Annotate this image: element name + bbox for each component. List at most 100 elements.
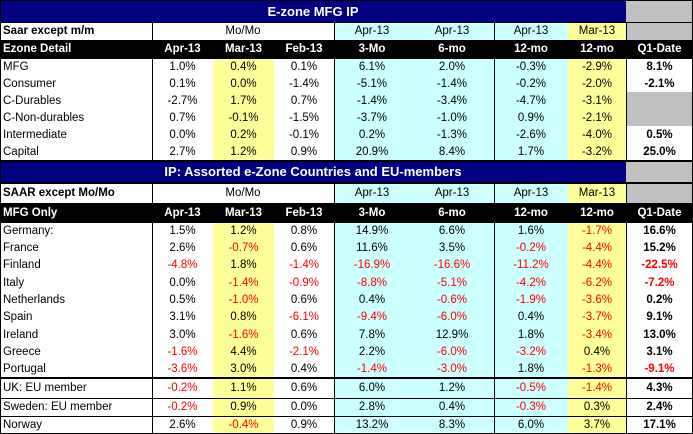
grid-line	[0, 58, 693, 59]
data-cell: 3.7%	[568, 416, 626, 434]
grid-line	[0, 203, 693, 204]
data-cell: 0.6%	[274, 377, 334, 398]
data-cell: -2.1%	[626, 75, 693, 92]
data-cell: 0.6%	[274, 326, 334, 343]
row-label: Italy	[0, 274, 152, 291]
grid-line	[0, 22, 693, 23]
data-cell: 1.7%	[494, 143, 568, 160]
column-header: 6-mo	[410, 40, 494, 58]
table-row: Finland -4.8% 1.8% -1.4% -16.9% -16.6% -11.2% -…	[0, 256, 693, 274]
data-cell: 2.0%	[410, 58, 494, 75]
data-cell: -6.2%	[568, 274, 626, 291]
data-cell: -4.8%	[152, 256, 213, 274]
data-cell: 0.5%	[626, 126, 693, 143]
grid-line	[0, 416, 693, 417]
data-cell: -5.1%	[410, 274, 494, 291]
data-cell: -0.7%	[213, 239, 274, 256]
data-cell: 0.4%	[274, 360, 334, 377]
data-cell: 4.4%	[213, 343, 274, 360]
data-cell: 1.0%	[152, 58, 213, 75]
data-cell: -3.2%	[494, 343, 568, 360]
data-cell: 4.3%	[626, 377, 693, 398]
data-cell: 6.0%	[334, 377, 410, 398]
table-row: Portugal -3.6% 3.0% 0.4% -1.4% -3.0% 1.8% -1.3%…	[0, 360, 693, 377]
data-cell: 0.1%	[274, 58, 334, 75]
data-cell: -3.6%	[152, 360, 213, 377]
data-cell: 6.0%	[494, 416, 568, 434]
data-cell: -0.4%	[213, 416, 274, 434]
data-cell: 2.4%	[626, 398, 693, 416]
data-cell: -4.2%	[494, 274, 568, 291]
data-cell: -7.2%	[626, 274, 693, 291]
data-cell: -0.2%	[494, 75, 568, 92]
data-cell: 0.2%	[213, 126, 274, 143]
data-cell: 0.6%	[274, 291, 334, 308]
grid-line	[334, 22, 335, 160]
header-corner-cell	[626, 22, 693, 40]
grid-line	[0, 160, 693, 162]
data-cell: 2.6%	[152, 239, 213, 256]
section-title: IP: Assorted e-Zone Countries and EU-mem…	[0, 160, 626, 182]
data-cell: 17.1%	[626, 416, 693, 434]
table-row: C-Non-durables 0.7% -0.1% -1.5% -3.7% -1.0% 0.…	[0, 109, 693, 126]
data-cell: 2.2%	[334, 343, 410, 360]
row-label: Spain	[0, 308, 152, 326]
table-row: Spain 3.1% 0.8% -6.1% -9.4% -6.0% 0.4% -3.7% 9.1…	[0, 308, 693, 326]
data-cell: -4.4%	[568, 256, 626, 274]
data-cell: 0.9%	[274, 416, 334, 434]
row-label: Netherlands	[0, 291, 152, 308]
data-cell: -1.7%	[568, 222, 626, 239]
row-label: Capital	[0, 143, 152, 160]
row-label: Sweden: EU member	[0, 398, 152, 416]
table-row: Greece -1.6% 4.4% -2.1% 2.2% -6.0% -3.2% 0.4% 3.…	[0, 343, 693, 360]
data-cell: -0.9%	[274, 274, 334, 291]
data-cell: 0.4%	[334, 291, 410, 308]
data-cell: -2.1%	[274, 343, 334, 360]
data-cell: -3.2%	[568, 143, 626, 160]
column-header: Feb-13	[274, 203, 334, 222]
row-label: Consumer	[0, 75, 152, 92]
column-header: Mar-13	[213, 203, 274, 222]
data-cell: -8.8%	[334, 274, 410, 291]
data-cell: 20.9%	[334, 143, 410, 160]
data-cell: 0.3%	[568, 398, 626, 416]
data-cell: -0.2%	[494, 239, 568, 256]
header-label: Saar except m/m	[0, 22, 152, 40]
header-corner-cell	[626, 182, 693, 203]
row-label: C-Non-durables	[0, 109, 152, 126]
data-cell: 0.9%	[274, 143, 334, 160]
data-cell: -3.1%	[568, 92, 626, 109]
data-cell: 3.0%	[152, 326, 213, 343]
data-cell: -1.4%	[274, 256, 334, 274]
column-header: Mar-13	[213, 40, 274, 58]
data-cell: 6.6%	[410, 222, 494, 239]
data-cell	[626, 109, 693, 126]
table-row: Capital 2.7% 1.2% 0.9% 20.9% 8.4% 1.7% -3.2% 25.…	[0, 143, 693, 160]
table-row: Germany: 1.5% 1.2% 0.8% 14.9% 6.6% 1.6% -1.7% 16…	[0, 222, 693, 239]
section2-title-row: IP: Assorted e-Zone Countries and EU-mem…	[0, 160, 693, 182]
column-header-label: MFG Only	[0, 203, 152, 222]
data-cell: 0.0%	[213, 75, 274, 92]
column-header: 12-mo	[494, 203, 568, 222]
data-cell: 0.9%	[494, 109, 568, 126]
header-date: Apr-13	[494, 22, 568, 40]
row-label: Ireland	[0, 326, 152, 343]
data-cell: -0.5%	[494, 377, 568, 398]
data-cell: 8.1%	[626, 58, 693, 75]
table-row: France 2.6% -0.7% 0.6% 11.6% 3.5% -0.2% -4.4% 15…	[0, 239, 693, 256]
data-cell: -1.4%	[213, 274, 274, 291]
data-cell: -1.4%	[568, 377, 626, 398]
data-cell: -4.4%	[568, 239, 626, 256]
section1-header-row: Saar except m/m Mo/Mo Apr-13 Apr-13 Apr-13 Ma…	[0, 22, 693, 40]
data-cell: 3.1%	[152, 308, 213, 326]
grid-line	[152, 22, 153, 160]
data-cell: 1.7%	[213, 92, 274, 109]
row-label: UK: EU member	[0, 377, 152, 398]
row-label: C-Durables	[0, 92, 152, 109]
data-cell: 1.6%	[494, 222, 568, 239]
header-date: Apr-13	[494, 182, 568, 203]
table-row: Netherlands 0.5% -1.0% 0.6% 0.4% -0.6% -1.9% -3…	[0, 291, 693, 308]
data-cell: -0.2%	[152, 398, 213, 416]
data-cell: 9.1%	[626, 308, 693, 326]
row-label: Portugal	[0, 360, 152, 377]
